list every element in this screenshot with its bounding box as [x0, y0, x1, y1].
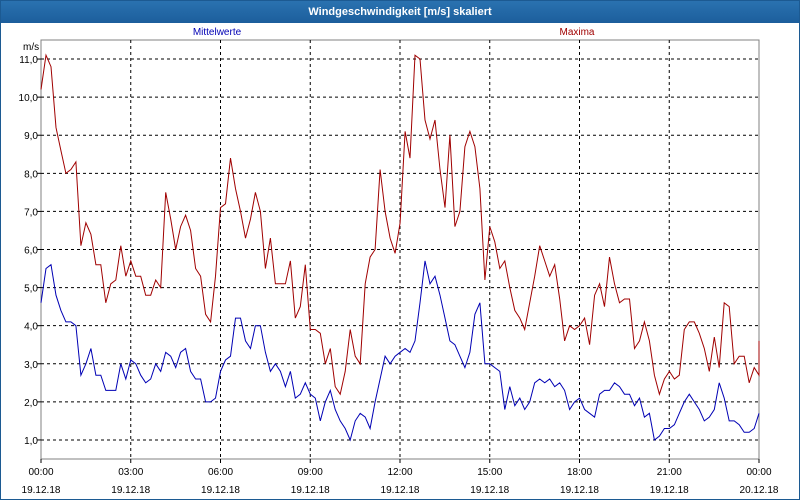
x-tick-time: 15:00: [477, 467, 502, 478]
y-tick-label: 7,0: [24, 207, 38, 218]
line-chart: 1,0 2,0 3,0 4,0 5,0 6,0 7,0 8,0 9,0 10,0 11,0 m/s 00…: [19, 27, 779, 496]
x-tick-time: 12:00: [387, 467, 412, 478]
x-tick-time: 09:00: [298, 467, 323, 478]
x-tick-time: 18:00: [567, 467, 592, 478]
x-tick-time: 21:00: [657, 467, 682, 478]
x-tick-date: 19.12.18: [470, 485, 509, 496]
x-tick-time: 00:00: [746, 467, 771, 478]
y-tick-label: 9,0: [24, 131, 38, 142]
window-title: Windgeschwindigkeit [m/s] skaliert: [1, 1, 799, 23]
x-tick-time: 00:00: [28, 467, 53, 478]
x-tick-date: 19.12.18: [201, 485, 240, 496]
legend-maxima: Maxima: [559, 27, 594, 38]
x-tick-date: 19.12.18: [111, 485, 150, 496]
x-tick-date: 20.12.18: [740, 485, 779, 496]
x-tick-date: 19.12.18: [22, 485, 61, 496]
y-tick-label: 4,0: [24, 322, 38, 333]
y-tick-label: 6,0: [24, 246, 38, 257]
x-tick-date: 19.12.18: [650, 485, 689, 496]
y-tick-label: 8,0: [24, 169, 38, 180]
x-tick-date: 19.12.18: [560, 485, 599, 496]
y-tick-label: 1,0: [24, 436, 38, 447]
series-line-maxima: [40, 53, 760, 396]
x-tick-date: 19.12.18: [291, 485, 330, 496]
y-tick-label: 2,0: [24, 398, 38, 409]
y-tick-label: 10,0: [19, 93, 39, 104]
series-line-mittelwerte: [40, 260, 760, 442]
y-tick-label: 11,0: [19, 55, 38, 66]
y-axis-label: m/s: [23, 42, 39, 53]
x-tick-time: 06:00: [208, 467, 233, 478]
legend-mittelwerte: Mittelwerte: [193, 27, 242, 38]
y-tick-label: 5,0: [24, 284, 38, 295]
y-tick-label: 3,0: [24, 360, 38, 371]
x-tick-time: 03:00: [118, 467, 143, 478]
x-tick-date: 19.12.18: [381, 485, 420, 496]
